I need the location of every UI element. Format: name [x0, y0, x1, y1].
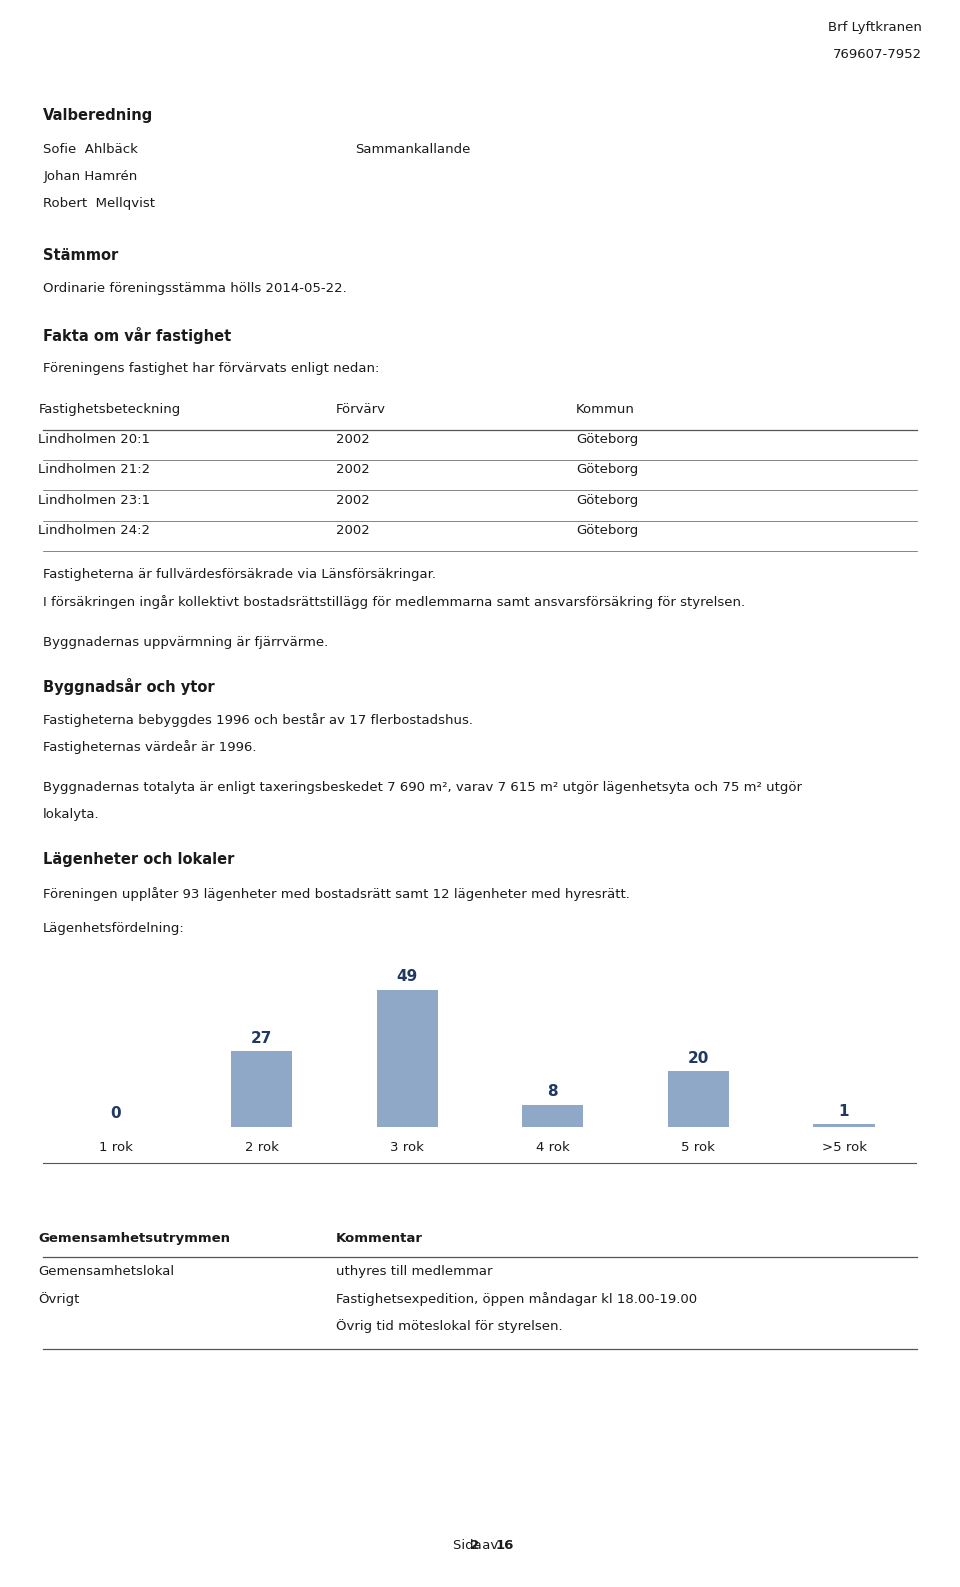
Text: Sammankallande: Sammankallande [355, 143, 470, 156]
Text: Gemensamhetsutrymmen: Gemensamhetsutrymmen [38, 1232, 230, 1244]
Text: Kommentar: Kommentar [336, 1232, 423, 1244]
Text: uthyres till medlemmar: uthyres till medlemmar [336, 1265, 492, 1278]
Text: 2: 2 [470, 1539, 480, 1552]
Text: Göteborg: Göteborg [576, 524, 638, 536]
Text: Kommun: Kommun [576, 403, 635, 416]
Text: Förvärv: Förvärv [336, 403, 386, 416]
Text: 4 rok: 4 rok [536, 1141, 569, 1154]
Text: Övrig tid möteslokal för styrelsen.: Övrig tid möteslokal för styrelsen. [336, 1319, 563, 1333]
Text: Sida: Sida [453, 1539, 486, 1552]
Text: Valberedning: Valberedning [43, 108, 154, 122]
Text: 16: 16 [495, 1539, 514, 1552]
Text: >5 rok: >5 rok [822, 1141, 867, 1154]
Text: 2002: 2002 [336, 494, 370, 506]
Text: 20: 20 [687, 1051, 709, 1065]
Text: Lindholmen 21:2: Lindholmen 21:2 [38, 463, 151, 476]
Bar [231, 1052, 292, 1127]
Text: Stämmor: Stämmor [43, 248, 118, 262]
Text: Brf Lyftkranen: Brf Lyftkranen [828, 21, 922, 33]
Text: Lindholmen 20:1: Lindholmen 20:1 [38, 433, 151, 446]
Text: Lindholmen 23:1: Lindholmen 23:1 [38, 494, 151, 506]
Text: 49: 49 [396, 970, 418, 984]
Text: Byggnadernas totalyta är enligt taxeringsbeskedet 7 690 m², varav 7 615 m² utgör: Byggnadernas totalyta är enligt taxering… [43, 781, 803, 794]
Text: Lindholmen 24:2: Lindholmen 24:2 [38, 524, 151, 536]
Text: 2002: 2002 [336, 463, 370, 476]
Text: Föreningen upplåter 93 lägenheter med bostadsrätt samt 12 lägenheter med hyresrä: Föreningen upplåter 93 lägenheter med bo… [43, 887, 630, 901]
Text: 27: 27 [251, 1032, 273, 1046]
Text: 8: 8 [547, 1084, 558, 1100]
Text: Fastighetsexpedition, öppen måndagar kl 18.00-19.00: Fastighetsexpedition, öppen måndagar kl … [336, 1292, 697, 1306]
Text: 2 rok: 2 rok [245, 1141, 278, 1154]
Text: Byggnadernas uppvärmning är fjärrvärme.: Byggnadernas uppvärmning är fjärrvärme. [43, 636, 328, 649]
Text: 2002: 2002 [336, 524, 370, 536]
Text: I försäkringen ingår kollektivt bostadsrättstillägg för medlemmarna samt ansvars: I försäkringen ingår kollektivt bostadsr… [43, 595, 745, 609]
Bar [522, 1105, 584, 1127]
Text: Fastigheterna bebyggdes 1996 och består av 17 flerbostadshus.: Fastigheterna bebyggdes 1996 och består … [43, 713, 473, 727]
Text: Föreningens fastighet har förvärvats enligt nedan:: Föreningens fastighet har förvärvats enl… [43, 362, 379, 375]
Bar [376, 990, 438, 1127]
Text: 769607-7952: 769607-7952 [832, 48, 922, 60]
Text: Fastighetsbeteckning: Fastighetsbeteckning [38, 403, 180, 416]
Text: 0: 0 [110, 1106, 121, 1122]
Text: lokalyta.: lokalyta. [43, 808, 100, 820]
Bar [668, 1071, 729, 1127]
Text: Fakta om vår fastighet: Fakta om vår fastighet [43, 327, 231, 344]
Text: 1: 1 [839, 1103, 850, 1119]
Text: 3 rok: 3 rok [391, 1141, 424, 1154]
Text: Göteborg: Göteborg [576, 463, 638, 476]
Text: Göteborg: Göteborg [576, 494, 638, 506]
Text: Fastigheterna är fullvärdesförsäkrade via Länsförsäkringar.: Fastigheterna är fullvärdesförsäkrade vi… [43, 568, 436, 581]
Text: Lägenhetsfördelning:: Lägenhetsfördelning: [43, 922, 185, 935]
Text: Sofie  Ahlbäck: Sofie Ahlbäck [43, 143, 138, 156]
Text: Ordinarie föreningsstämma hölls 2014-05-22.: Ordinarie föreningsstämma hölls 2014-05-… [43, 282, 347, 295]
Text: Gemensamhetslokal: Gemensamhetslokal [38, 1265, 175, 1278]
Text: Göteborg: Göteborg [576, 433, 638, 446]
Text: av: av [478, 1539, 503, 1552]
Bar [813, 1124, 875, 1127]
Text: Övrigt: Övrigt [38, 1292, 80, 1306]
Text: Byggnadsår och ytor: Byggnadsår och ytor [43, 678, 215, 695]
Text: Robert  Mellqvist: Robert Mellqvist [43, 197, 156, 209]
Text: 5 rok: 5 rok [682, 1141, 715, 1154]
Text: Johan Hamrén: Johan Hamrén [43, 170, 137, 183]
Text: Fastigheternas värdeår är 1996.: Fastigheternas värdeår är 1996. [43, 740, 256, 754]
Text: Lägenheter och lokaler: Lägenheter och lokaler [43, 852, 234, 867]
Text: 1 rok: 1 rok [99, 1141, 132, 1154]
Text: 2002: 2002 [336, 433, 370, 446]
